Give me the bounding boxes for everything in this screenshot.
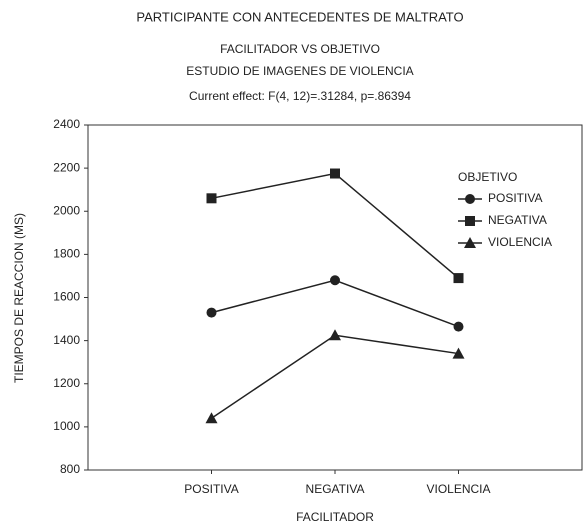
point xyxy=(206,307,217,318)
y-tick-label: 800 xyxy=(60,462,80,476)
y-tick-label: 1600 xyxy=(53,290,80,304)
legend-title: OBJETIVO xyxy=(458,170,517,184)
legend-label: VIOLENCIA xyxy=(488,235,552,249)
y-tick-label: 1400 xyxy=(53,333,80,347)
point xyxy=(453,321,464,332)
y-tick-label: 1200 xyxy=(53,376,80,390)
point xyxy=(330,168,340,179)
legend-label: POSITIVA xyxy=(488,191,542,205)
y-axis-label: TIEMPOS DE REACCION (MS) xyxy=(12,213,26,383)
x-tick-label: POSITIVA xyxy=(184,482,238,496)
y-tick-label: 2400 xyxy=(53,117,80,131)
y-tick-label: 2200 xyxy=(53,160,80,174)
y-tick-label: 1000 xyxy=(53,419,80,433)
chart-subtitle: ESTUDIO DE IMAGENES DE VIOLENCIA xyxy=(186,64,413,78)
x-tick-label: NEGATIVA xyxy=(306,482,365,496)
y-tick-label: 2000 xyxy=(53,203,80,217)
point xyxy=(465,194,475,204)
point xyxy=(205,412,218,424)
series-line xyxy=(211,172,459,279)
chart-subtitle: FACILITADOR VS OBJETIVO xyxy=(220,42,380,56)
point xyxy=(329,329,341,341)
point xyxy=(464,237,476,248)
legend-label: NEGATIVA xyxy=(488,213,547,227)
point xyxy=(452,347,465,359)
point xyxy=(453,273,464,284)
point xyxy=(206,193,217,204)
chart-subtitle: Current effect: F(4, 12)=.31284, p=.8639… xyxy=(189,89,411,103)
x-tick-label: VIOLENCIA xyxy=(426,482,490,496)
series-line xyxy=(211,334,459,419)
point xyxy=(330,275,340,286)
y-tick-label: 1800 xyxy=(53,247,80,261)
point xyxy=(465,216,475,226)
series-line xyxy=(211,279,459,328)
x-axis-label: FACILITADOR xyxy=(296,510,374,524)
chart-title: PARTICIPANTE CON ANTECEDENTES DE MALTRAT… xyxy=(136,9,463,24)
